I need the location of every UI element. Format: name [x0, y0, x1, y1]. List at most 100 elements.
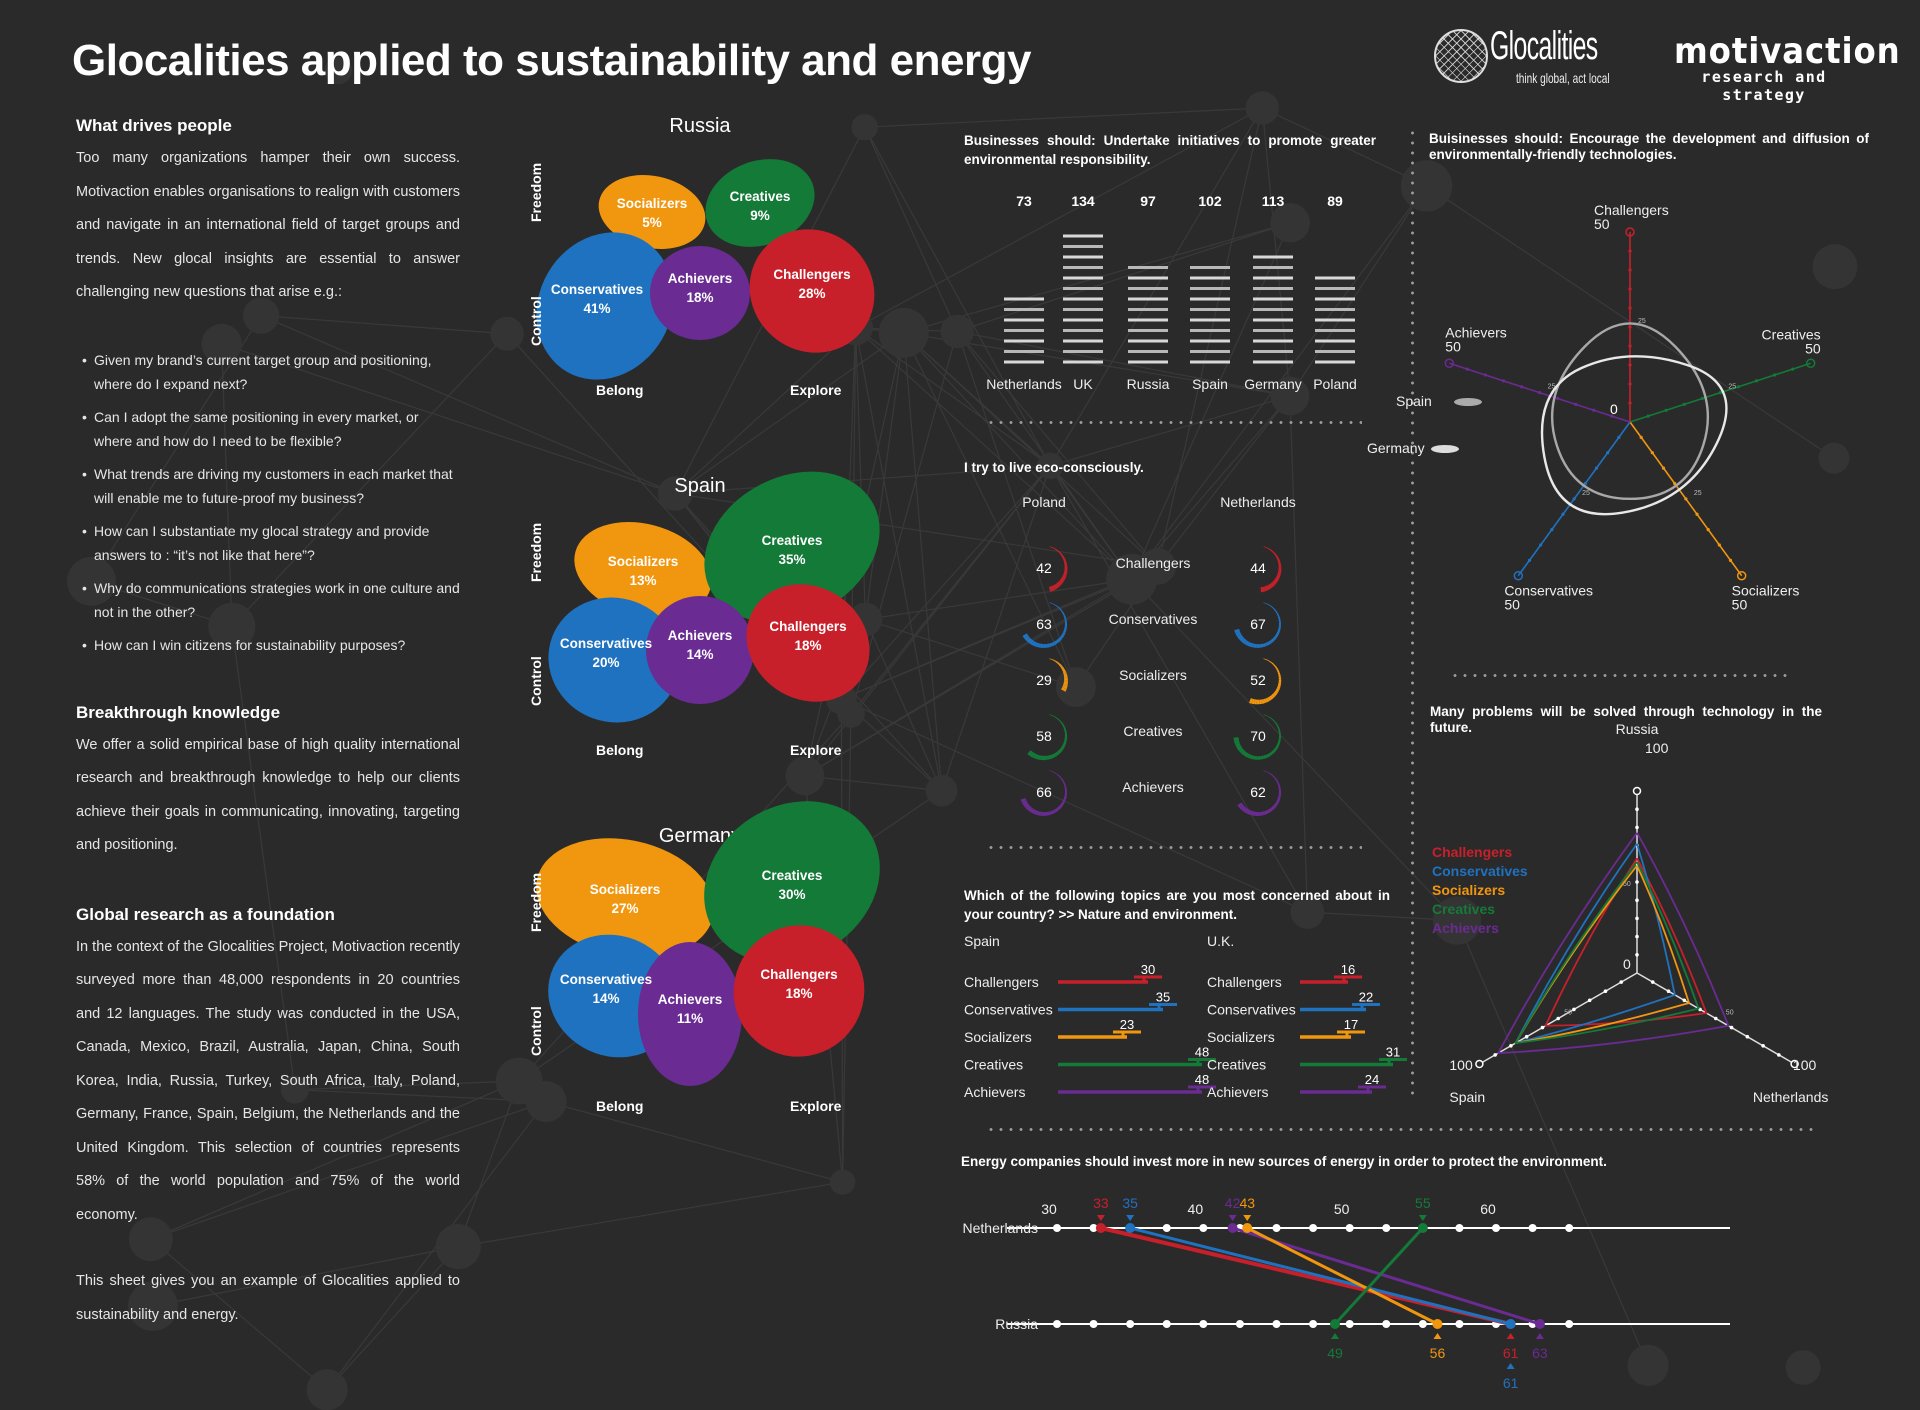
eco-arc-segment [1266, 603, 1270, 606]
segment-name: Socializers [616, 196, 688, 211]
eco-arc-segment [1272, 636, 1277, 641]
eco-arc-segment [1270, 773, 1274, 777]
eco-arc-segment [1062, 574, 1067, 579]
eco-arc-segment [1049, 714, 1053, 716]
slope-tick-dot [1345, 1224, 1354, 1232]
segment-label: Creatives 35% [762, 531, 823, 569]
eco-arc-segment [1054, 604, 1058, 607]
radar-tick [1628, 325, 1632, 329]
glocalities-logo: Glocalities think global, act local [1434, 24, 1614, 88]
segment-label: Conservatives 20% [560, 634, 652, 672]
radar-tick-label: 25 [1694, 490, 1702, 497]
segment-label: Socializers 13% [608, 552, 679, 590]
segment-percentage: 28% [798, 286, 826, 301]
slope-point [1125, 1223, 1136, 1233]
segment-percentage: 18% [794, 638, 822, 653]
slope-value-russia: 49 [1327, 1345, 1343, 1361]
eco-arc-segment [1273, 720, 1277, 725]
network-node [851, 113, 878, 141]
slope-point [1417, 1223, 1428, 1233]
eco-arc-segment [1263, 754, 1268, 759]
nature-segment-label: Conservatives [964, 1002, 1053, 1018]
question-item: Given my brand’s current target group an… [82, 348, 460, 396]
radar-tick [1791, 367, 1795, 371]
network-line [1262, 107, 1427, 187]
eco-value-netherlands: 70 [1250, 728, 1266, 744]
eco-arc-segment [1271, 693, 1276, 698]
network-line [1131, 222, 1291, 580]
eco-value-netherlands: 44 [1250, 560, 1266, 576]
bar-category-label: Spain [1192, 376, 1228, 392]
eco-arc-segment [1270, 582, 1275, 587]
section-what-drives-people: What drives people Too many organization… [76, 116, 460, 657]
nature-bar-cap [1379, 1058, 1407, 1065]
network-line [1307, 911, 1458, 922]
eco-arc-segment [1274, 578, 1279, 582]
eco-arc-segment [1061, 667, 1065, 670]
eco-arc-segment [1269, 661, 1273, 664]
eco-arc-segment [1261, 811, 1265, 816]
eco-arc-segment [1049, 602, 1053, 604]
eco-arc-segment [1061, 668, 1065, 671]
initiatives-bar-chart: 73 Netherlands 134 UK 97 Russia 102 Spain 113 Ger… [986, 193, 1357, 392]
eco-arc-segment [1237, 633, 1243, 640]
eco-arc-segment [1062, 725, 1066, 729]
eco-arc-segment [1235, 631, 1242, 637]
network-node [940, 314, 974, 349]
triangle-tick [1745, 1034, 1750, 1039]
eco-arc-segment [1048, 754, 1052, 760]
nature-segment-label: Challengers [1207, 974, 1282, 990]
nature-bar-cap [1149, 1003, 1177, 1010]
eco-arc-segment [1058, 580, 1063, 586]
eco-arc-segment [1059, 663, 1062, 667]
bar-value: 113 [1262, 193, 1285, 209]
eco-arc-segment [1268, 548, 1272, 551]
network-node [435, 1224, 481, 1270]
bar-value: 102 [1198, 193, 1222, 209]
eco-arc-segment [1243, 752, 1249, 758]
radar-tick-label: 25 [1638, 318, 1646, 325]
slope-tick-dot [1053, 1320, 1061, 1328]
eco-arc-segment [1056, 549, 1059, 552]
eco-arc-segment [1055, 660, 1058, 663]
slope-value-netherlands: 33 [1093, 1195, 1109, 1211]
radar-tick [1628, 287, 1632, 291]
eco-arc-segment [1059, 664, 1063, 668]
eco-segment-label: Achievers [1122, 779, 1183, 795]
radar-tick [1550, 527, 1554, 532]
eco-arc-segment [1239, 804, 1245, 810]
triangle-tick [1777, 1053, 1781, 1057]
network-line [864, 619, 943, 791]
segment-percentage: 27% [611, 901, 639, 916]
motivaction-logo: motivaction research and strategy [1664, 34, 1900, 105]
slope-line-socializers [1246, 1226, 1439, 1326]
eco-arc-segment [1265, 753, 1271, 758]
nature-segment-label: Challengers [964, 974, 1039, 990]
eco-arc-segment [1034, 754, 1039, 760]
eco-value-poland: 63 [1036, 616, 1052, 632]
eco-arc-segment [1263, 714, 1267, 716]
network-line [1050, 395, 1291, 467]
eco-arc-segment [1060, 610, 1064, 614]
eco-arc-segment [1028, 639, 1034, 645]
nature-segment-label: Conservatives [1207, 1002, 1296, 1018]
segment-label: Challengers 18% [760, 965, 837, 1003]
radar-tick [1646, 414, 1650, 418]
eco-arc-segment [1051, 809, 1057, 814]
triangle-tick [1650, 980, 1655, 984]
bar-value: 134 [1071, 193, 1095, 209]
eco-arc-segment [1062, 781, 1066, 785]
nature-value: 48 [1195, 1045, 1209, 1060]
eco-arc-segment [1022, 633, 1029, 639]
radar-axis-max: 50 [1504, 597, 1520, 613]
segment-name: Achievers [657, 992, 723, 1007]
eco-arc-segment [1063, 784, 1067, 788]
eco-arc-segment [1268, 751, 1273, 757]
radar-axis-max: 50 [1732, 597, 1748, 613]
network-line [458, 1181, 843, 1248]
eco-arc-segment [1057, 550, 1060, 553]
bar-value: 97 [1140, 193, 1156, 209]
eco-arc-segment [1251, 698, 1255, 705]
eco-arc-segment [1056, 606, 1060, 609]
eco-arc-segment [1237, 802, 1244, 808]
